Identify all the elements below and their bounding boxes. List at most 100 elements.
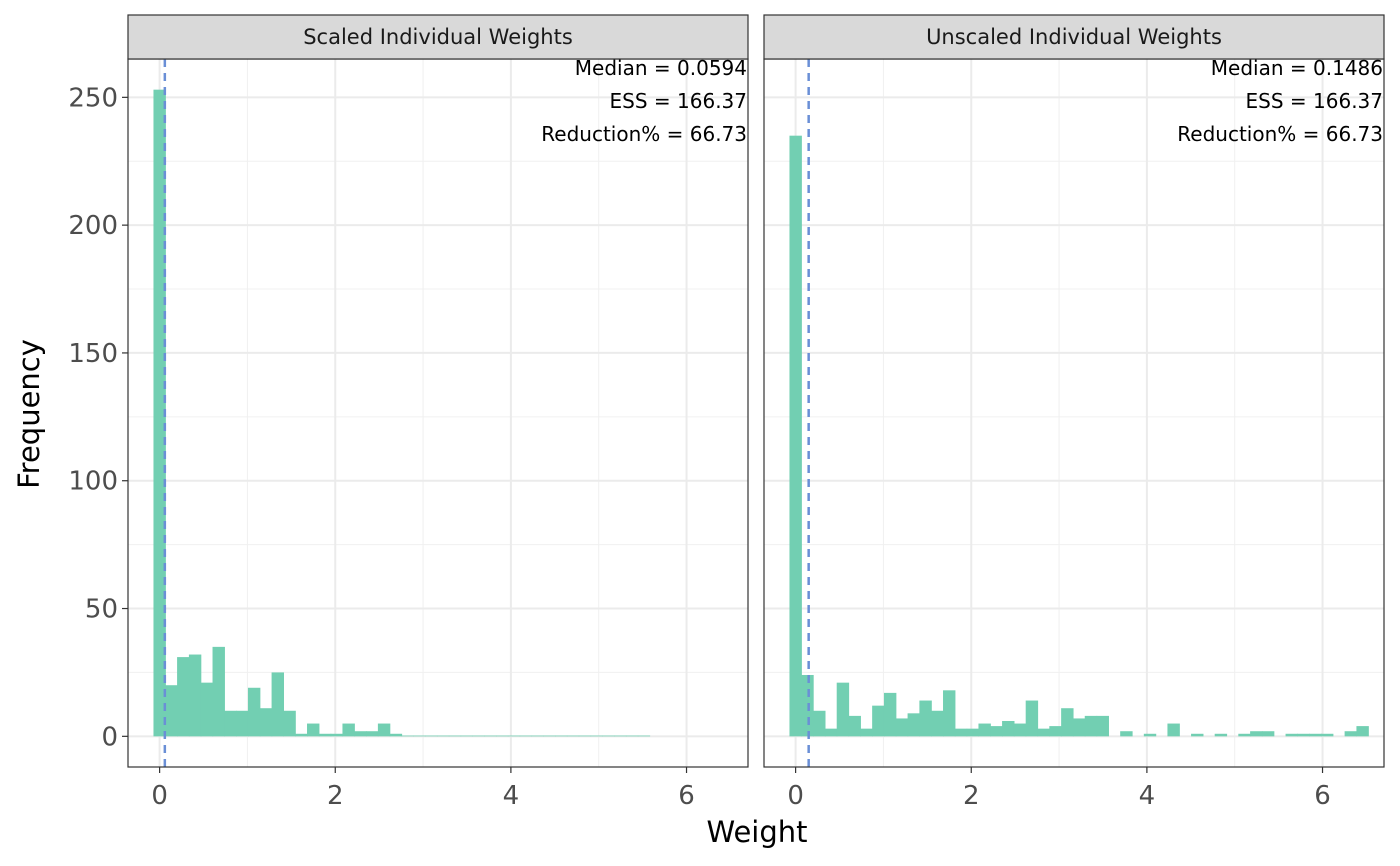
histogram-bar [1120, 731, 1133, 737]
histogram-bar [177, 657, 190, 737]
panel-2: Median = 0.1486 ESS = 166.37 Reduction% = … [763, 14, 1385, 811]
histogram-bar [625, 735, 639, 737]
histogram-bar [507, 735, 521, 737]
histogram-bar [200, 682, 214, 737]
histogram-bar [1037, 728, 1050, 737]
histogram-bar [401, 735, 414, 737]
histogram-bar [1250, 731, 1263, 737]
histogram-bar [1049, 726, 1062, 737]
annotation-text: Reduction% = 66.73 [1177, 122, 1383, 146]
histogram-bar [614, 735, 627, 737]
histogram-bar [224, 710, 237, 737]
y-tick-label: 0 [101, 722, 118, 752]
histogram-bar [555, 735, 568, 737]
histogram-bar [1061, 708, 1074, 737]
histogram-bar [978, 723, 991, 737]
histogram-bar [448, 735, 462, 737]
x-tick-label: 0 [151, 781, 168, 811]
histogram-bar [1356, 726, 1369, 737]
histogram-bar [602, 735, 615, 737]
histogram-bar [1002, 720, 1015, 737]
histogram-bar [860, 728, 873, 737]
histogram-bar [307, 723, 320, 737]
histogram-bar [259, 708, 273, 737]
histogram-bar [1344, 731, 1358, 737]
histogram-bar [990, 726, 1003, 737]
histogram-bar [1238, 733, 1251, 737]
histogram-bar [318, 733, 332, 737]
histogram-bar [1261, 731, 1275, 737]
histogram-bar [1320, 733, 1334, 737]
histogram-bar [1191, 733, 1204, 737]
annotation-text: ESS = 166.37 [1246, 89, 1383, 113]
histogram-bar [519, 735, 533, 737]
histogram-bar [1214, 733, 1228, 737]
histogram-bar [413, 735, 426, 737]
histogram-bar [484, 735, 497, 737]
histogram-bar [1143, 733, 1157, 737]
histogram-bar [848, 715, 861, 737]
facet-strip [763, 14, 1385, 60]
histogram-bar [789, 135, 802, 737]
histogram-bar [531, 735, 544, 737]
histogram-bar [460, 735, 473, 737]
histogram-bar [578, 735, 592, 737]
histogram-bar [919, 700, 932, 737]
facet-strip-label: Scaled Individual Weights [303, 25, 573, 49]
histogram-bar [1072, 718, 1086, 737]
histogram-bar [1025, 700, 1039, 737]
y-tick-label: 200 [68, 211, 118, 241]
y-tick-label: 250 [68, 83, 118, 113]
histogram-bar [1013, 723, 1027, 737]
histogram-bar [271, 672, 284, 737]
histogram-bar [836, 682, 850, 737]
histogram-bar [295, 733, 308, 737]
x-tick-label: 2 [327, 781, 344, 811]
histogram-bar [543, 735, 556, 737]
histogram-bar [907, 713, 920, 737]
y-axis-title: Frequency [12, 339, 46, 489]
facet-strip-label: Unscaled Individual Weights [926, 25, 1222, 49]
histogram-bar [637, 735, 651, 737]
histogram-bar [824, 728, 838, 737]
histogram-bar [283, 710, 296, 737]
histogram-bar [212, 646, 225, 737]
histogram-bar [872, 705, 885, 737]
histogram-bar [895, 718, 909, 737]
x-tick-label: 0 [787, 781, 804, 811]
histogram-bar [943, 690, 956, 737]
histogram-bar [566, 735, 580, 737]
histogram-bar [954, 728, 968, 737]
panel-background [128, 59, 748, 767]
histogram-bar [496, 735, 509, 737]
histogram-bar [247, 687, 261, 737]
x-tick-label: 4 [503, 781, 520, 811]
histogram-bar [883, 692, 897, 737]
histogram-bar [931, 710, 944, 737]
histogram-bar [354, 731, 367, 737]
x-axis-title: Weight [706, 815, 807, 849]
histogram-bar [1167, 723, 1180, 737]
histogram-bar [236, 710, 249, 737]
histogram-bar [342, 723, 355, 737]
x-tick-label: 6 [678, 781, 695, 811]
histogram-bar [1309, 733, 1322, 737]
histogram-bar [813, 710, 826, 737]
y-tick-label: 50 [85, 595, 118, 625]
histogram-bar [330, 733, 344, 737]
histogram-bar [1285, 733, 1298, 737]
histogram-bar [1084, 715, 1098, 737]
histogram-bar [436, 735, 450, 737]
histogram-bar [165, 685, 178, 737]
histogram-bar [188, 654, 202, 737]
panel-1: Median = 0.0594 ESS = 166.37 Reduction% = … [68, 14, 749, 811]
histogram-bar [1096, 715, 1109, 737]
y-tick-label: 150 [68, 339, 118, 369]
y-tick-label: 100 [68, 467, 118, 497]
histogram-bar [425, 735, 438, 737]
histogram-bar [472, 735, 485, 737]
x-tick-label: 6 [1314, 781, 1331, 811]
histogram-bar [377, 723, 391, 737]
facet-strip [127, 14, 749, 60]
